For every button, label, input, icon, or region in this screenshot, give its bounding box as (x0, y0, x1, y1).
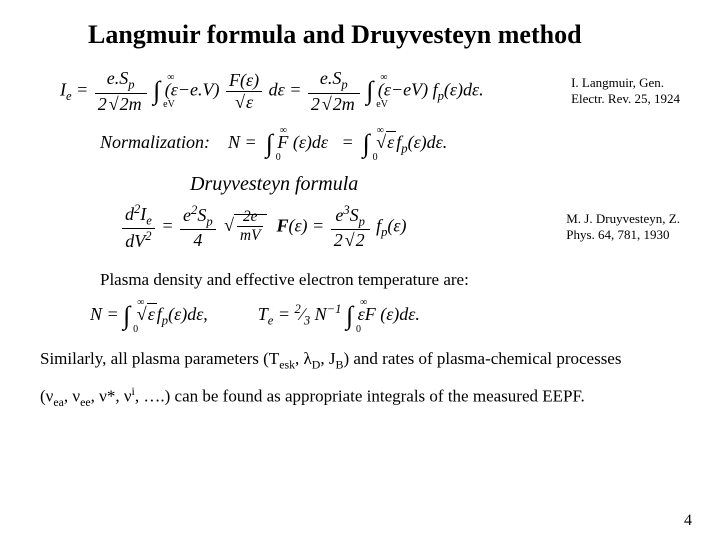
normalization-equation: Normalization: N = ∫∞0 F (ε)dε = ∫∞0 εfp… (100, 129, 447, 159)
density-temp-text: Plasma density and effective electron te… (100, 266, 680, 295)
density-temp-eq-row: N = ∫∞0 εfp(ε)dε, Te = 2∕3 N−1 ∫∞0 εF (ε… (90, 301, 680, 331)
params-text-1: Similarly, all plasma parameters (Tesk, … (40, 345, 680, 375)
temperature-equation: Te = 2∕3 N−1 ∫∞0 εF (ε)dε. (258, 301, 420, 331)
druyvesteyn-subtitle: Druyvesteyn formula (190, 173, 680, 196)
druyvesteyn-eq-row: d2IedV2 = e2Sp4 2emV F(ε) = e3Sp22 fp(ε)… (40, 202, 680, 253)
langmuir-citation: I. Langmuir, Gen. Electr. Rev. 25, 1924 (571, 75, 680, 108)
druyvesteyn-equation: d2IedV2 = e2Sp4 2emV F(ε) = e3Sp22 fp(ε) (120, 202, 407, 253)
slide-title: Langmuir formula and Druyvesteyn method (88, 20, 680, 50)
normalization-row: Normalization: N = ∫∞0 F (ε)dε = ∫∞0 εfp… (100, 129, 680, 159)
druyvesteyn-citation: M. J. Druyvesteyn, Z. Phys. 64, 781, 193… (566, 211, 680, 244)
density-equation: N = ∫∞0 εfp(ε)dε, (90, 301, 208, 331)
langmuir-eq-row: Ie = e.Sp22m ∫∞eV (ε−e.V) F(ε)ε dε = e.S… (40, 68, 680, 115)
langmuir-equation: Ie = e.Sp22m ∫∞eV (ε−e.V) F(ε)ε dε = e.S… (60, 68, 484, 115)
page-number: 4 (684, 512, 692, 530)
params-text-2: (νea, νee, ν*, νi, ….) can be found as a… (40, 381, 680, 412)
